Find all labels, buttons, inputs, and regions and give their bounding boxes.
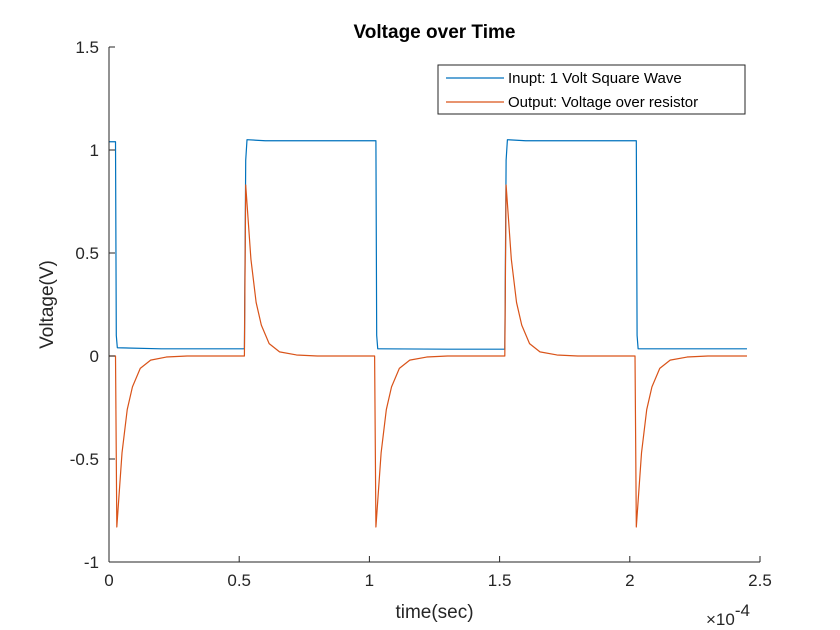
y-tick-label: 0 bbox=[90, 347, 99, 366]
x-tick-label: 1 bbox=[365, 571, 374, 590]
x-axis-multiplier: ×10-4 bbox=[706, 601, 750, 629]
y-ticks: -1 -0.5 0 0.5 1 1.5 bbox=[70, 38, 115, 572]
x-tick-label: 0 bbox=[104, 571, 113, 590]
x-tick-label: 0.5 bbox=[227, 571, 251, 590]
legend-label-input: Inupt: 1 Volt Square Wave bbox=[508, 70, 682, 87]
series-line-1 bbox=[109, 184, 747, 528]
legend-box bbox=[437, 64, 746, 115]
y-tick-label: 0.5 bbox=[75, 244, 99, 263]
series-layer bbox=[109, 139, 747, 528]
y-tick-label: 1 bbox=[90, 141, 99, 160]
y-tick-label: -1 bbox=[84, 553, 99, 572]
axes-layer bbox=[108, 47, 760, 563]
y-tick-label: 1.5 bbox=[75, 38, 99, 57]
x-tick-label: 2 bbox=[625, 571, 634, 590]
plot-area bbox=[109, 47, 760, 562]
chart-title: Voltage over Time bbox=[354, 22, 516, 43]
y-tick-label: -0.5 bbox=[70, 450, 99, 469]
y-axis-label: Voltage(V) bbox=[37, 260, 58, 349]
legend: Inupt: 1 Volt Square Wave Output: Voltag… bbox=[437, 64, 746, 115]
series-line-0 bbox=[109, 139, 747, 350]
x-axis-label: time(sec) bbox=[395, 602, 473, 623]
x-tick-label: 2.5 bbox=[748, 571, 772, 590]
legend-label-output: Output: Voltage over resistor bbox=[508, 94, 698, 111]
x-tick-label: 1.5 bbox=[488, 571, 512, 590]
x-ticks: 0 0.5 1 1.5 2 2.5 bbox=[104, 556, 772, 590]
x-axis-multiplier-exponent: -4 bbox=[735, 601, 750, 620]
x-axis-multiplier-base: ×10 bbox=[706, 610, 735, 629]
